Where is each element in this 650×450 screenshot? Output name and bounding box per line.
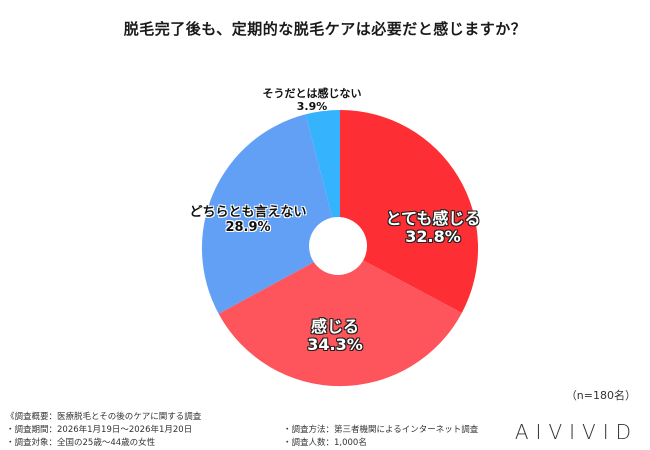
- slice-label: 感じる: [310, 317, 359, 336]
- survey-period: ・調査期間：2026年1月19日～2026年1月20日: [6, 425, 193, 435]
- survey-notes-left: 《調査概要：医療脱毛とその後のケアに関する調査 ・調査期間：2026年1月19日…: [6, 411, 201, 450]
- survey-notes-right: ・調査方法：第三者機関によるインターネット調査 ・調査人数：1,000名: [283, 424, 478, 450]
- label-souda-to-wa-kanjinai: そうだとは感じない 3.9%: [250, 87, 374, 113]
- label-dochira-tomo-ienai: どちらとも言えない 28.9%: [176, 205, 320, 236]
- label-kanjiru: 感じる 34.3%: [290, 317, 380, 355]
- slice-label: とても感じる: [385, 209, 481, 228]
- donut-hole: [309, 217, 367, 275]
- slice-label: どちらとも言えない: [189, 205, 307, 220]
- slice-value: 3.9%: [296, 99, 328, 113]
- slice-value: 28.9%: [225, 219, 271, 235]
- aivivid-logo: AIVIVID: [514, 420, 638, 444]
- survey-method: ・調査方法：第三者機関によるインターネット調査: [283, 425, 479, 435]
- slice-dochira-tomo-ienai: [201, 114, 340, 314]
- sample-size: （n=180名）: [565, 389, 636, 402]
- slice-souda-to-wa-kanjinai: [305, 109, 340, 249]
- slice-value: 34.3%: [307, 335, 363, 355]
- label-totemo-kanjiru: とても感じる 32.8%: [378, 209, 488, 247]
- survey-target: ・調査対象：全国の25歳～44歳の女性: [6, 438, 156, 448]
- chart-title: 脱毛完了後も、定期的な脱毛ケアは必要だと感じますか？: [123, 20, 527, 38]
- slice-label: そうだとは感じない: [262, 87, 362, 100]
- slice-value: 32.8%: [405, 227, 461, 247]
- slice-kanjiru: [218, 248, 462, 387]
- survey-count: ・調査人数：1,000名: [283, 438, 367, 448]
- slice-totemo-kanjiru: [340, 109, 479, 313]
- survey-overview: 《調査概要：医療脱毛とその後のケアに関する調査: [6, 412, 202, 422]
